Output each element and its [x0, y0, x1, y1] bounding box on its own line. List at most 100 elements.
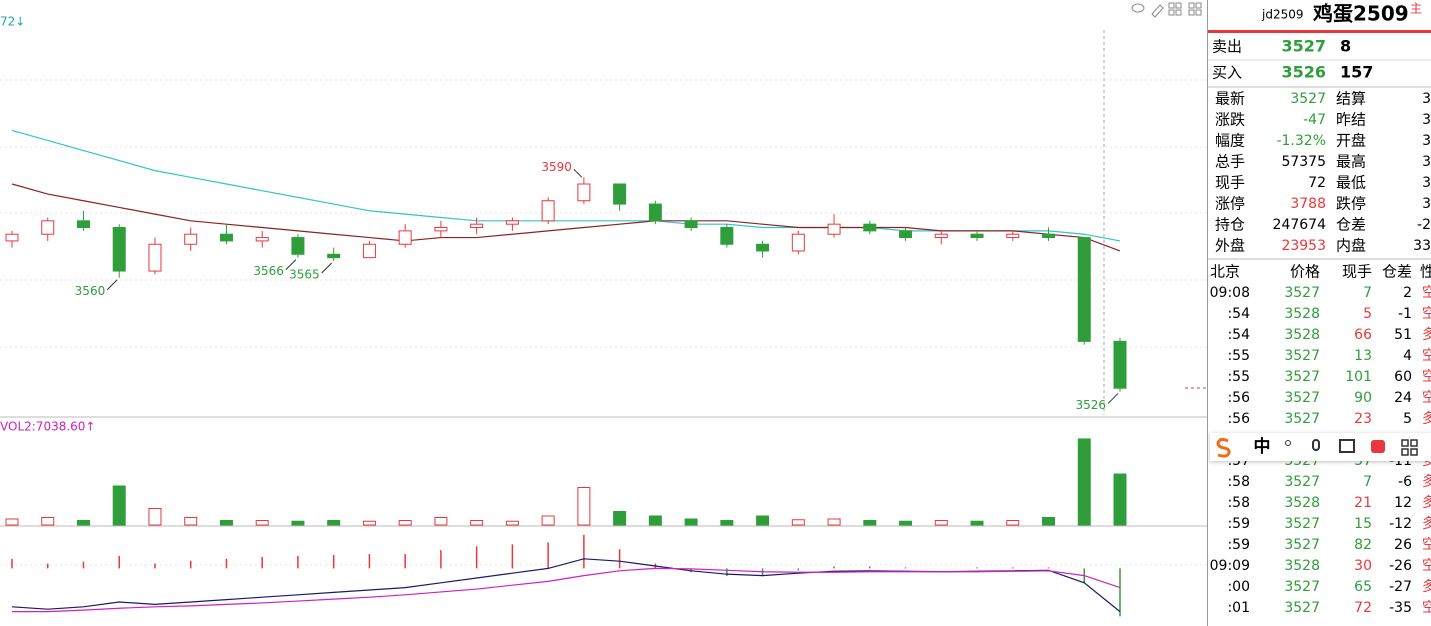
candle-body: [327, 253, 341, 259]
tick-header: 价格: [1290, 263, 1320, 281]
tick-price: 3527: [1284, 411, 1320, 427]
order-price: 3527: [1281, 37, 1326, 56]
stat-value: -1.32%: [1276, 133, 1326, 149]
tick-price: 3528: [1284, 495, 1320, 511]
tick-time: :59: [1227, 516, 1250, 532]
contract-name: 鸡蛋2509: [1312, 2, 1409, 26]
price-label: 3566: [253, 264, 284, 278]
candle-body: [720, 227, 734, 245]
volume-bar: [398, 520, 412, 526]
stat-label: 涨停: [1215, 195, 1245, 213]
volume-bar: [1077, 438, 1091, 526]
tick-hand: 15: [1354, 516, 1372, 532]
tick-time: :01: [1227, 600, 1250, 616]
tick-price: 3528: [1284, 558, 1320, 574]
tick-kind: 空: [1422, 306, 1431, 322]
tick-time: :00: [1227, 579, 1250, 595]
tick-change: 5: [1403, 411, 1412, 427]
tick-hand: 23: [1354, 411, 1372, 427]
volume-bar: [970, 520, 984, 526]
tick-hand: 101: [1345, 369, 1372, 385]
tick-change: -26: [1389, 558, 1412, 574]
stat-value: 247674: [1273, 217, 1327, 233]
corner-label: 72↓: [0, 15, 25, 29]
volume-bar: [148, 508, 162, 526]
volume-bar: [112, 485, 126, 526]
tick-header: 仓差: [1382, 263, 1412, 281]
ime-icon: [1312, 439, 1320, 451]
candle-body: [112, 227, 126, 272]
tick-change: 4: [1403, 348, 1412, 364]
candle-body: [863, 223, 877, 232]
tick-price: 3528: [1284, 327, 1320, 343]
stat-label: 昨结: [1336, 111, 1366, 129]
stat-label: 现手: [1215, 174, 1245, 192]
stat-label: 内盘: [1336, 237, 1366, 255]
stat-label: 跌停: [1336, 195, 1366, 213]
stat-value: 3788: [1290, 196, 1326, 212]
volume-bar: [1006, 520, 1020, 526]
candle-body: [613, 183, 627, 205]
volume-bar: [541, 515, 555, 526]
stat-value: 23953: [1281, 238, 1326, 254]
tick-price: 3527: [1284, 600, 1320, 616]
volume-bar: [41, 517, 55, 526]
volume-bar: [470, 520, 484, 526]
tick-time: 09:08: [1210, 285, 1250, 301]
tick-kind: 多: [1422, 326, 1431, 343]
candle-body: [41, 220, 55, 235]
candle-body: [970, 233, 984, 239]
candle-body: [648, 203, 662, 222]
tick-change: -27: [1389, 579, 1412, 595]
stat-value: 57375: [1281, 154, 1326, 170]
tick-price: 3527: [1284, 537, 1320, 553]
stat-value: 3: [1422, 133, 1431, 149]
tick-change: -35: [1389, 600, 1412, 616]
ime-toolbar[interactable]: [1210, 433, 1431, 461]
candle-body: [434, 227, 448, 232]
tick-hand: 7: [1363, 474, 1372, 490]
candle-body: [470, 223, 484, 229]
tick-time: :54: [1227, 327, 1250, 343]
candle-body: [362, 243, 376, 259]
candle-body: [148, 243, 162, 272]
ime-icon: [1410, 439, 1418, 447]
tick-price: 3527: [1284, 474, 1320, 490]
volume-bar: [613, 511, 627, 526]
tick-kind: 多: [1422, 410, 1431, 427]
candle-body: [291, 237, 305, 255]
volume-bar: [756, 515, 770, 526]
volume-bar: [434, 517, 448, 526]
candle-body: [398, 230, 412, 245]
volume-bar: [934, 520, 948, 526]
tick-hand: 13: [1354, 348, 1372, 364]
candle-body: [184, 233, 198, 245]
tick-time: 09:09: [1210, 558, 1250, 574]
tick-time: :59: [1227, 537, 1250, 553]
tick-header: 北京: [1210, 263, 1240, 281]
tick-kind: 空: [1422, 348, 1431, 364]
tick-kind: 空: [1422, 285, 1431, 301]
tick-time: :58: [1227, 495, 1250, 511]
tick-change: 24: [1394, 390, 1412, 406]
candle-body: [505, 220, 519, 225]
tick-price: 3528: [1284, 306, 1320, 322]
toolbar-icons[interactable]: [1131, 2, 1202, 18]
tick-time: :56: [1227, 411, 1250, 427]
candle-body: [1006, 233, 1020, 239]
candle-body: [76, 220, 90, 229]
tick-price: 3527: [1284, 348, 1320, 364]
chart-layout: [0, 79, 1207, 566]
label-arrow: [106, 279, 118, 291]
volume-bar: [899, 520, 913, 526]
volume-bar: [291, 520, 305, 526]
stat-value: 3527: [1290, 91, 1326, 107]
tick-kind: 空: [1422, 600, 1431, 616]
tick-change: 60: [1394, 369, 1412, 385]
candle-body: [541, 200, 555, 222]
stat-value: 3: [1422, 112, 1431, 128]
order-label: 卖出: [1212, 38, 1242, 56]
stat-value: 3: [1422, 154, 1431, 170]
stat-value: 72: [1308, 175, 1326, 191]
